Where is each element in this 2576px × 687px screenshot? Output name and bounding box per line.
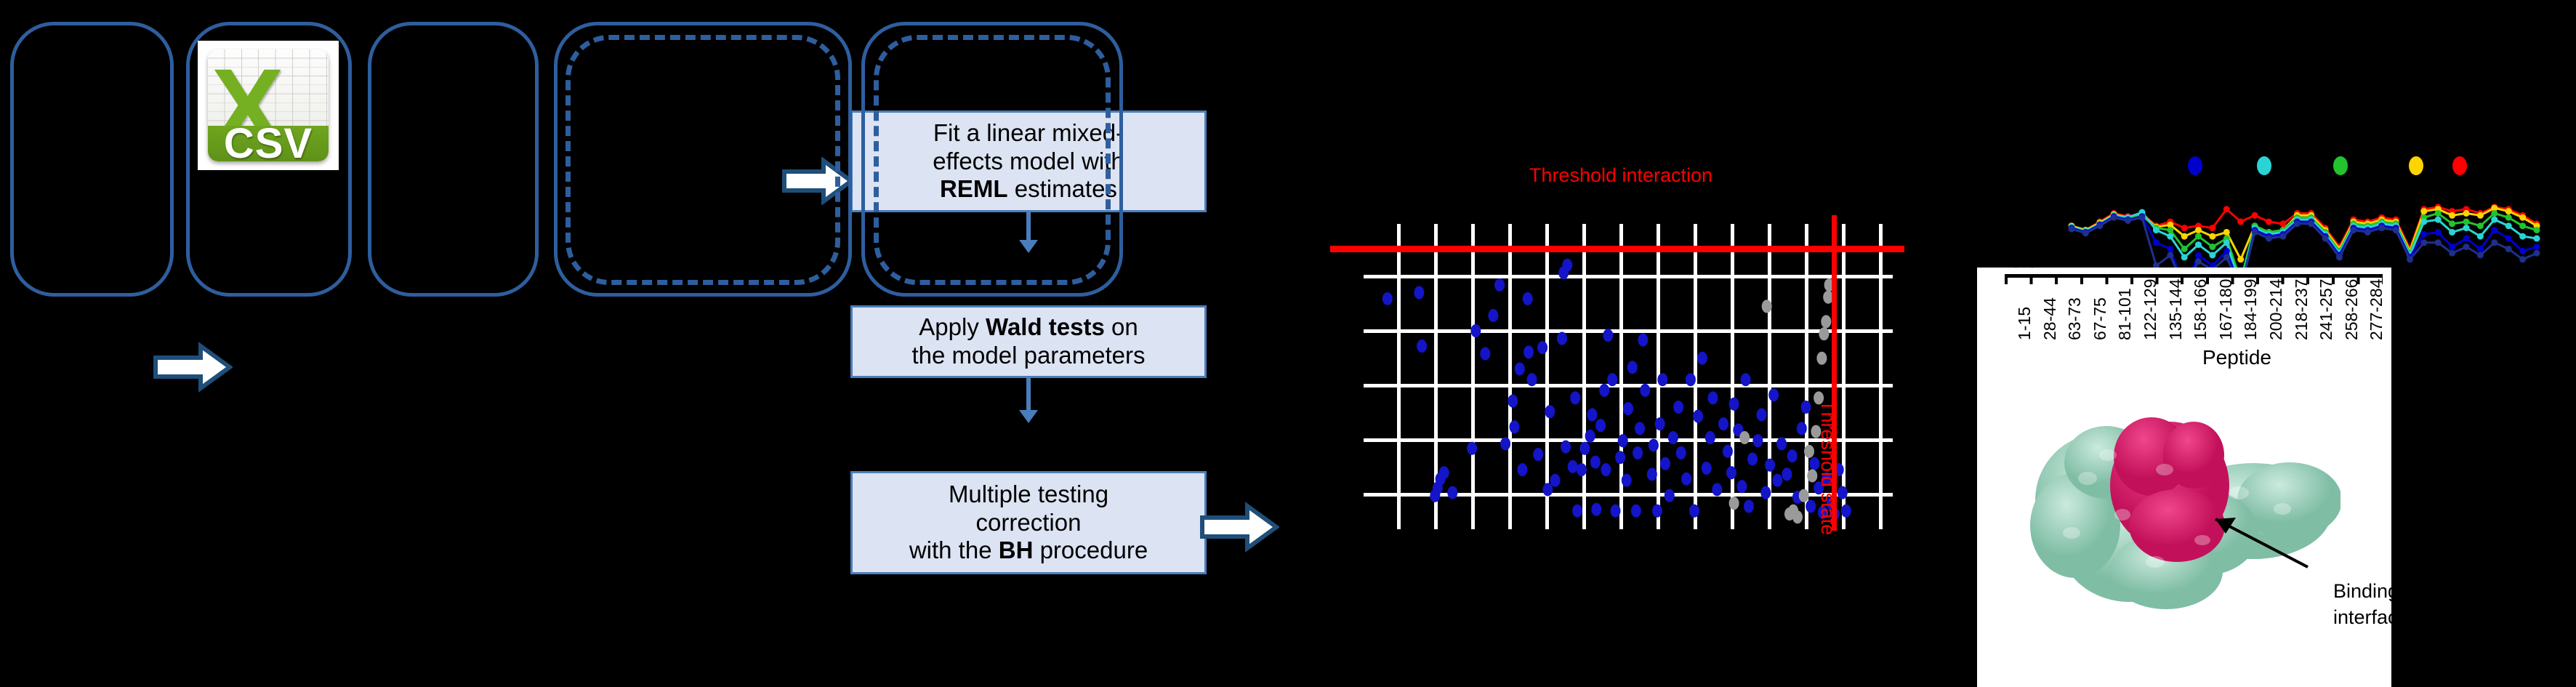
csv-format-label: CSV: [207, 120, 329, 161]
threshold-interaction-line: [1330, 246, 1904, 252]
threshold-state-label: Threshold state: [1817, 400, 1839, 536]
csv-icon-body: X CSV: [207, 49, 329, 161]
wald-tests-box: Apply Wald tests on the model parameters: [850, 305, 1207, 378]
scatter-plot-area: [1330, 215, 1904, 531]
peptide-tick-label: 67-75: [2090, 297, 2109, 340]
arrow-input-to-csv: [153, 342, 233, 393]
panel-input: [10, 22, 174, 297]
peptide-tick-label: 167-180: [2215, 278, 2235, 340]
peptide-series-lines: [2068, 204, 2540, 291]
peptide-axis-ticks: [2005, 274, 2383, 284]
panel-results: [861, 22, 1123, 297]
panel-statistics: [368, 22, 539, 297]
protein-complex-render: [2030, 417, 2340, 609]
panel-results-inner: [874, 35, 1111, 285]
binding-interface-line1: Binding: [2333, 580, 2391, 602]
multiple-testing-box: Multiple testing correction with the BH pr…: [850, 471, 1207, 574]
peptide-tick-label: 184-199: [2241, 278, 2261, 340]
threshold-state-line: [1832, 215, 1837, 531]
peptide-tick-label: 200-214: [2266, 278, 2285, 340]
results-white-image: 0.0 1-15 28-44 63-73 67-75 81-101 122-129 135-…: [1977, 268, 2391, 687]
wald-tests-box-text: Apply Wald tests on the model parameters: [911, 313, 1146, 369]
peptide-tick-label: 158-166: [2191, 278, 2210, 340]
binding-pointer-line: [2215, 518, 2309, 569]
legend-dot-cyan: [2257, 156, 2271, 175]
csv-spreadsheet-grid: [207, 49, 329, 126]
legend-dot-green: [2333, 156, 2348, 175]
peptide-axis-title: Peptide: [2202, 346, 2271, 369]
y-axis-tick-fragment: 0.0: [2011, 268, 2038, 273]
panel-csv: [186, 22, 352, 297]
connector-fit-to-wald: [1019, 211, 1038, 253]
panel-volcano: [554, 22, 852, 297]
peptide-tick-label: 135-144: [2165, 278, 2185, 340]
ligand-surface: [2110, 417, 2229, 562]
panel-volcano-inner: [565, 35, 840, 285]
connector-wald-to-bh: [1019, 377, 1038, 423]
arrow-stats-to-volcano: [1200, 502, 1279, 553]
binding-pointer-head: [2215, 518, 2236, 534]
binding-interface-line2: interface: [2333, 606, 2391, 628]
csv-file-icon: X CSV: [198, 41, 339, 170]
peptide-profile-plot: [1984, 153, 2559, 291]
peptide-tick-label: 122-129: [2141, 278, 2160, 340]
peptide-tick-label: 28-44: [2040, 297, 2059, 340]
fit-model-box-text: Fit a linear mixed-effects model with REM…: [933, 118, 1124, 203]
peptide-tick-label: 241-257: [2317, 278, 2336, 340]
legend-dot-red: [2452, 156, 2467, 175]
peptide-tick-labels: 1-15 28-44 63-73 67-75 81-101 122-129 135-144 1…: [1977, 268, 2391, 355]
surface-highlights: [2063, 449, 2291, 568]
multiple-testing-box-text: Multiple testing correction with the BH pr…: [909, 480, 1148, 564]
volcano-threshold-plot: Threshold interaction Threshold state: [1330, 145, 1912, 545]
peptide-legend-dots: [2188, 156, 2467, 175]
peptide-tick-label: 258-266: [2341, 278, 2361, 340]
peptide-tick-label: 218-237: [2291, 278, 2311, 340]
scatter-points: [1382, 258, 1851, 524]
peptide-tick-label: 1-15: [2015, 306, 2034, 340]
peptide-tick-label: 63-73: [2065, 297, 2085, 340]
peptide-tick-label: 277-284: [2367, 278, 2386, 340]
csv-x-letter: X: [212, 52, 284, 161]
legend-dot-blue: [2188, 156, 2202, 175]
threshold-interaction-label: Threshold interaction: [1529, 164, 1713, 186]
peptide-tick-label: 81-101: [2115, 288, 2135, 340]
legend-dot-yellow: [2409, 156, 2423, 175]
